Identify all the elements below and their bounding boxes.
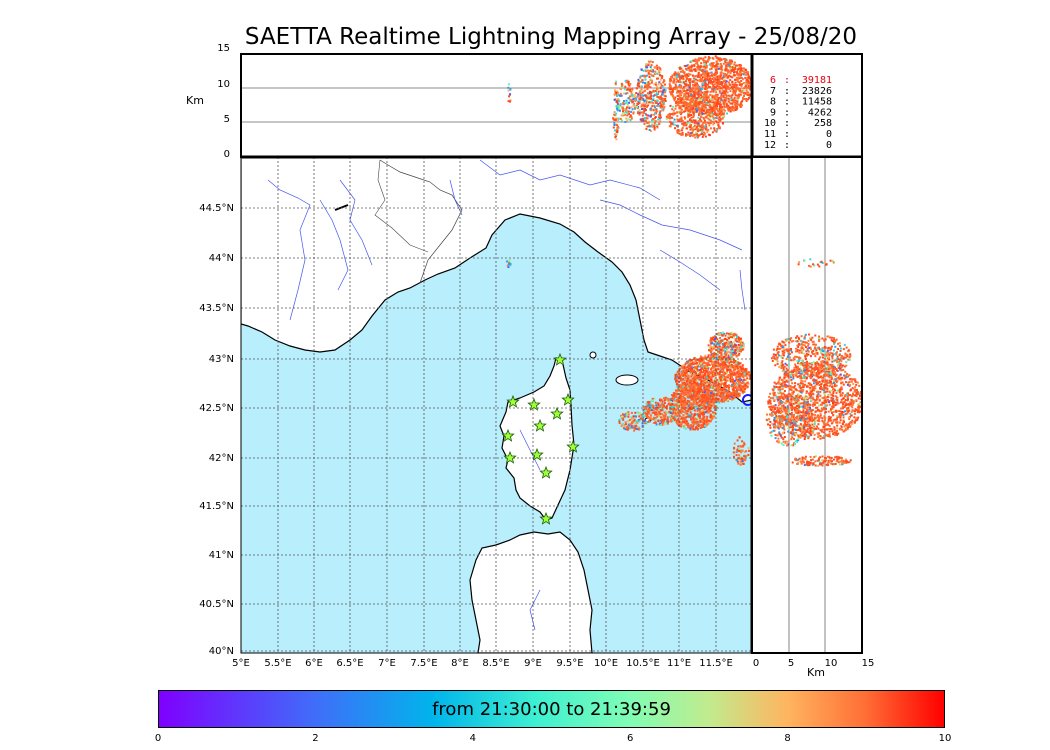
colorbar-tick-label: 8 (784, 733, 791, 744)
station-star (506, 394, 520, 408)
latitude-altitude-panel: 0 5 10 15 Km (751, 156, 875, 679)
station-star (550, 406, 564, 420)
station-star (530, 447, 544, 461)
station-id: 11 (764, 129, 776, 140)
longitude-tick: 11.5°E (699, 658, 733, 669)
station-star (503, 450, 517, 464)
station-id: 8 (770, 97, 776, 108)
latitude-tick: 40°N (209, 646, 234, 657)
longitude-tick-labels: 5°E 5.5°E 6°E 6.5°E 7°E 7.5°E 8°E 8.5°E 9°E 9.5°E… (232, 658, 733, 669)
time-colorbar: from 21:30:00 to 21:39:59 (158, 690, 945, 728)
altitude-lightning-points (507, 55, 752, 141)
chart-title: SAETTA Realtime Lightning Mapping Array … (244, 24, 858, 50)
altitude-unit-label: Km (186, 94, 204, 107)
longitude-tick: 5.5°E (264, 658, 291, 669)
altitude-y-ticks: 15 10 5 0 (217, 43, 230, 160)
longitude-tick: 11°E (667, 658, 691, 669)
map-lightning-points (506, 259, 752, 466)
longitude-tick: 5°E (232, 658, 250, 669)
longitude-tick: 6.5°E (336, 658, 363, 669)
altitude-tick-label: 0 (224, 149, 230, 160)
station-count: 23826 (802, 86, 832, 97)
latitude-tick: 44.5°N (199, 203, 234, 214)
side-x-tick: 10 (825, 658, 838, 669)
station-id: 12 (764, 140, 776, 151)
station-star (553, 352, 567, 366)
latitude-tick-labels: 44.5°N 44°N 43.5°N 43°N 42.5°N 42°N 41.5°N 41°N… (199, 203, 234, 657)
station-count: 4262 (808, 107, 832, 118)
station-count: 11458 (802, 97, 832, 108)
longitude-tick: 7°E (378, 658, 396, 669)
latitude-tick: 42°N (209, 453, 234, 464)
lake-geneva (334, 204, 349, 211)
corsica-island (499, 357, 575, 521)
side-lightning-points (765, 258, 862, 467)
station-star (527, 397, 541, 411)
latitude-tick: 41.5°N (199, 501, 234, 512)
latitude-tick: 42.5°N (199, 403, 234, 414)
altitude-panel: Km 15 10 5 0 (186, 43, 753, 160)
station-sep: : (784, 97, 790, 108)
station-sep: : (784, 140, 790, 151)
longitude-tick: 8.5°E (482, 658, 509, 669)
station-star (539, 511, 553, 525)
region-border (374, 159, 429, 253)
longitude-tick: 10°E (594, 658, 618, 669)
station-count: 39181 (802, 75, 832, 86)
longitude-tick: 7.5°E (410, 658, 437, 669)
longitude-tick: 8°E (451, 658, 469, 669)
rivers (267, 159, 746, 631)
altitude-tick-label: 10 (217, 79, 230, 90)
station-markers (501, 352, 580, 525)
side-x-ticks: 0 5 10 15 (753, 658, 875, 669)
longitude-tick: 6°E (305, 658, 323, 669)
colorbar-tick-label: 6 (627, 733, 634, 744)
elba-island (615, 374, 639, 386)
longitude-tick: 10.5°E (626, 658, 660, 669)
colorbar-label: from 21:30:00 to 21:39:59 (432, 699, 671, 720)
station-count: 258 (814, 118, 832, 129)
station-star (561, 392, 575, 406)
side-unit-label: Km (807, 666, 825, 679)
side-x-tick: 15 (862, 658, 875, 669)
colorbar-tick-label: 2 (312, 733, 319, 744)
station-sep: : (784, 129, 790, 140)
latitude-tick: 40.5°N (199, 599, 234, 610)
latitude-tick: 41°N (209, 550, 234, 561)
colorbar-tick-label: 0 (154, 733, 162, 744)
capraia-island (589, 351, 597, 359)
latitude-tick: 43.5°N (199, 303, 234, 314)
station-id: 10 (764, 118, 776, 129)
country-border (379, 159, 463, 284)
station-sep: : (784, 75, 790, 86)
sardinia-island (469, 531, 593, 653)
station-id: 6 (770, 75, 776, 86)
map-gridlines (241, 157, 752, 653)
center-marker (742, 394, 752, 406)
altitude-tick-label: 5 (224, 114, 230, 125)
longitude-tick: 9°E (524, 658, 542, 669)
altitude-tick-label: 15 (217, 43, 230, 54)
colorbar-tick-label: 10 (938, 733, 952, 744)
station-count: 0 (826, 140, 832, 151)
station-sep: : (784, 86, 790, 97)
station-sep: : (784, 118, 790, 129)
map-panel: 44.5°N 44°N 43.5°N 43°N 42.5°N 42°N 41.5°N 41°N… (199, 54, 862, 669)
colorbar-tick-label: 4 (469, 733, 476, 744)
station-id: 9 (770, 107, 776, 118)
station-star (566, 439, 580, 453)
station-star (533, 418, 547, 432)
station-sep: : (784, 107, 790, 118)
latitude-tick: 43°N (209, 354, 234, 365)
station-count: 0 (826, 129, 832, 140)
station-counts-box: 6: 39181 7: 23826 8: 11458 9: 4262 10: 258 11: 0 12:… (751, 53, 863, 158)
side-x-tick: 5 (788, 658, 794, 669)
latitude-tick: 44°N (209, 253, 234, 264)
side-x-tick: 0 (753, 658, 759, 669)
station-star (501, 428, 515, 442)
longitude-tick: 9.5°E (556, 658, 583, 669)
station-id: 7 (770, 86, 776, 97)
station-star (539, 465, 553, 479)
